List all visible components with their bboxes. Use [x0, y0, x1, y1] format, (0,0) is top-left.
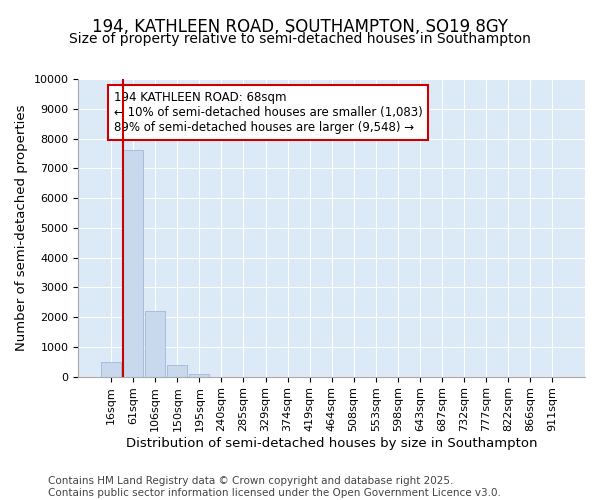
- Text: 194 KATHLEEN ROAD: 68sqm
← 10% of semi-detached houses are smaller (1,083)
89% o: 194 KATHLEEN ROAD: 68sqm ← 10% of semi-d…: [114, 91, 422, 134]
- X-axis label: Distribution of semi-detached houses by size in Southampton: Distribution of semi-detached houses by …: [126, 437, 538, 450]
- Text: Size of property relative to semi-detached houses in Southampton: Size of property relative to semi-detach…: [69, 32, 531, 46]
- Text: 194, KATHLEEN ROAD, SOUTHAMPTON, SO19 8GY: 194, KATHLEEN ROAD, SOUTHAMPTON, SO19 8G…: [92, 18, 508, 36]
- Bar: [124, 150, 143, 376]
- Bar: [101, 362, 121, 376]
- Bar: [190, 374, 209, 376]
- Y-axis label: Number of semi-detached properties: Number of semi-detached properties: [15, 104, 28, 351]
- Bar: [167, 364, 187, 376]
- Text: Contains HM Land Registry data © Crown copyright and database right 2025.
Contai: Contains HM Land Registry data © Crown c…: [48, 476, 501, 498]
- Bar: [145, 311, 165, 376]
